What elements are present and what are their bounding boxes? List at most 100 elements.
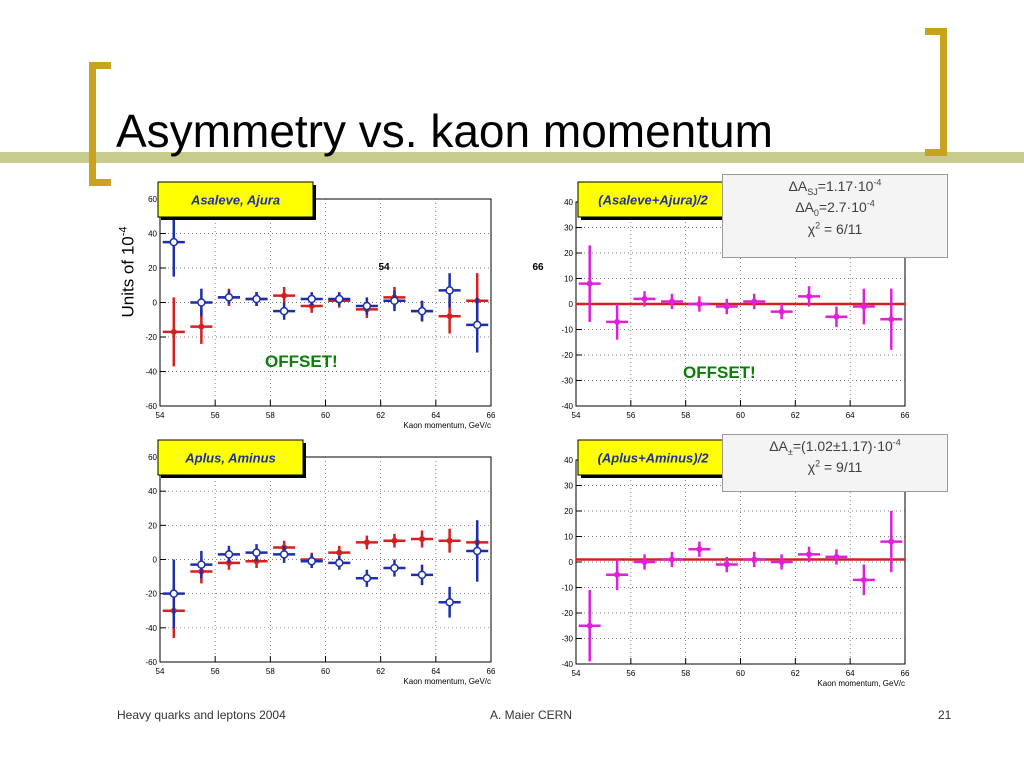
data-point [362,574,372,583]
data-point [446,537,453,544]
units-label: Units of 10-4 [118,226,139,317]
data-point [281,292,288,299]
offset-label-left: OFFSET! [265,352,338,371]
chi-symbol: χ [807,220,816,237]
chi-exp-bottom: 2 [815,458,821,469]
y-tick-label: -40 [145,368,157,377]
y-tick-label: 20 [564,249,573,258]
delta-pm-sub: ± [787,446,793,457]
y-tick-label: -60 [145,658,157,667]
title-box [577,439,729,476]
title-box [157,181,314,218]
info-box-bottom: ΔA±=(1.02±1.17)·10-4 χ2 = 9/11 [722,434,948,492]
y-tick-label: -40 [145,624,157,633]
data-point [472,546,482,556]
data-point [668,298,675,305]
data-point [417,570,427,580]
x-tick-label: 56 [626,411,635,420]
x-tick-label: 64 [846,669,855,678]
data-point [390,563,399,573]
title-box [157,439,304,476]
x-tick-label: 62 [791,669,800,678]
y-tick-label: 0 [153,299,158,308]
data-point [806,293,813,300]
x-tick-label: 54 [156,411,165,420]
data-point [445,286,454,295]
x-axis-label: Kaon momentum, GeV/c [403,677,491,686]
y-tick-label: -60 [145,402,157,411]
y-tick-label: 60 [148,195,157,204]
data-point [252,294,261,304]
data-point [307,556,316,566]
data-point [169,589,179,598]
data-point [860,303,867,310]
data-point [197,560,206,569]
x-axis-label: Kaon momentum, GeV/c [817,679,905,688]
data-point [169,237,179,247]
y-tick-label: -10 [561,584,573,593]
y-tick-label: -30 [561,377,573,386]
chi-exp: 2 [815,220,821,231]
data-point [391,537,398,544]
x-tick-label: 62 [791,411,800,420]
x-tick-label: 54 [572,669,581,678]
data-point [225,559,232,566]
y-tick-label: -20 [145,590,157,599]
data-point [833,313,840,320]
x-tick-label: 64 [431,667,440,676]
y-tick-label: -20 [561,351,573,360]
annotation-label: 66 [532,262,544,273]
chart-panel-bottom-left: 54 56 58 60 62 64 66 -60 -40 -20 0 20 40 60 Kaon momen… [145,439,496,686]
chart-title: Asaleve, Ajura [190,193,280,208]
x-tick-label: 56 [626,669,635,678]
y-tick-label: 60 [148,453,157,462]
data-point [198,323,205,330]
chi2-value: = 6/11 [820,220,863,237]
x-tick-label: 66 [487,411,496,420]
data-point [806,551,813,558]
chart-title: (Aplus+Aminus)/2 [598,451,710,466]
x-tick-label: 58 [681,411,690,420]
x-tick-label: 56 [211,667,220,676]
x-tick-label: 58 [266,667,275,676]
data-point [445,597,454,607]
x-tick-label: 66 [901,411,910,420]
data-point [778,559,785,565]
units-label-text: Units of 10 [118,236,138,318]
data-point [751,556,758,563]
left-bracket-decoration [89,62,111,186]
y-tick-label: 0 [569,300,574,309]
delta-pm-exp: -4 [892,437,901,448]
data-point [888,316,895,323]
data-point [833,553,840,560]
data-point [472,320,482,330]
data-point [170,328,177,335]
chi-symbol-bottom: χ [807,459,816,476]
delta-sj-value: =1.17·10 [817,178,874,194]
delta-0-symbol: ΔA [795,199,814,216]
chart-panel-top-left: 54 56 58 60 62 64 66 -60 -40 -20 0 20 40 60 Kaon momen… [145,181,544,430]
x-tick-label: 54 [572,411,581,420]
right-bracket-decoration [925,28,947,156]
y-tick-label: 20 [148,521,157,530]
y-tick-label: 10 [564,533,573,542]
data-point [641,295,648,302]
y-tick-label: -40 [561,402,573,411]
y-tick-label: 0 [569,558,574,567]
x-tick-label: 60 [321,667,330,676]
chi2-value-bottom: = 9/11 [820,459,863,476]
data-point [696,546,703,553]
x-axis-label: Kaon momentum, GeV/c [817,421,905,422]
x-tick-label: 66 [487,667,496,676]
delta-pm-value: =(1.02±1.17)·10 [792,438,893,454]
data-point [279,550,289,559]
data-point [586,280,593,287]
x-tick-label: 60 [736,669,745,678]
delta-0-value: =2.7·10 [818,199,867,216]
y-tick-label: -20 [145,333,157,342]
y-tick-label: 0 [153,556,158,565]
delta-sj-symbol: ΔA [788,178,808,194]
data-point [586,622,593,629]
y-tick-label: -40 [561,660,573,669]
x-tick-label: 58 [266,411,275,420]
